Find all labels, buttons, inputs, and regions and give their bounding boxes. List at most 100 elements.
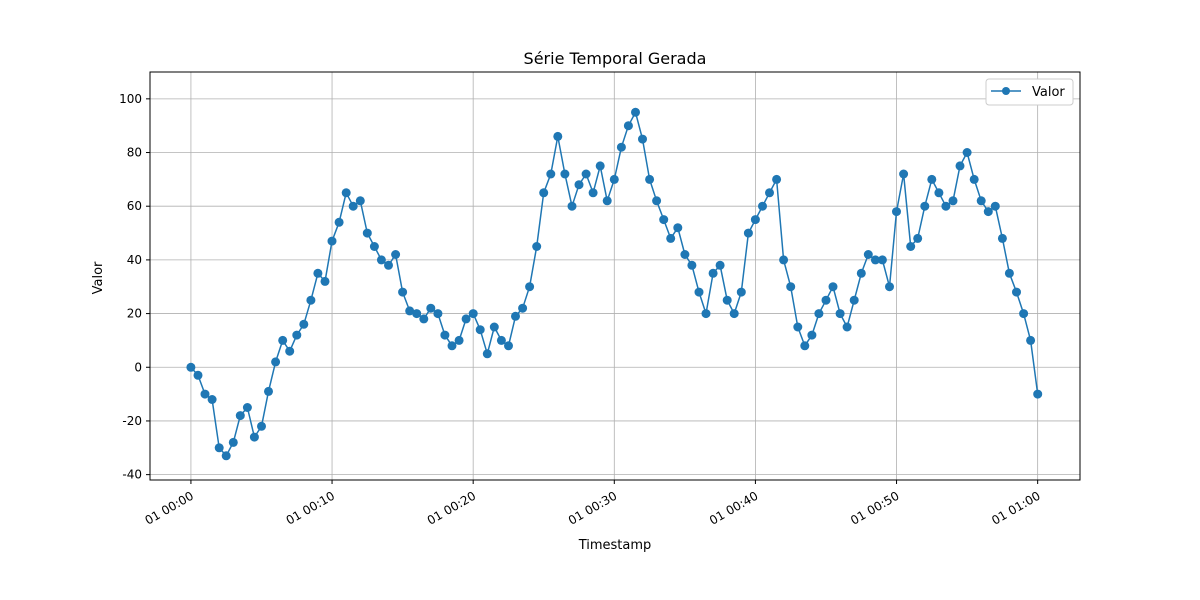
data-point bbox=[602, 196, 612, 206]
y-tick-label: 60 bbox=[127, 199, 142, 213]
data-point bbox=[588, 188, 598, 198]
data-point bbox=[327, 236, 337, 246]
data-point bbox=[694, 287, 704, 297]
data-point bbox=[934, 188, 944, 198]
data-point bbox=[468, 309, 478, 319]
data-point bbox=[482, 349, 492, 359]
data-point bbox=[553, 131, 563, 141]
y-tick-label: 40 bbox=[127, 253, 142, 267]
data-point bbox=[186, 362, 196, 372]
data-point bbox=[285, 346, 295, 356]
data-point bbox=[793, 322, 803, 332]
data-point bbox=[207, 395, 217, 404]
legend-label: Valor bbox=[1032, 85, 1065, 100]
data-point bbox=[292, 330, 302, 340]
y-axis-label: Valor bbox=[91, 261, 106, 294]
data-point bbox=[574, 180, 584, 190]
data-point bbox=[313, 268, 323, 278]
data-point bbox=[885, 282, 894, 292]
data-point bbox=[546, 169, 556, 179]
data-point bbox=[539, 188, 549, 198]
data-point bbox=[348, 201, 358, 211]
data-point bbox=[320, 276, 330, 286]
data-point bbox=[609, 174, 619, 184]
data-point bbox=[496, 335, 506, 345]
data-point bbox=[511, 311, 520, 321]
data-point bbox=[278, 335, 288, 345]
data-point bbox=[384, 260, 393, 270]
data-point bbox=[877, 255, 887, 265]
data-point bbox=[842, 322, 852, 332]
data-point bbox=[948, 196, 958, 206]
data-point bbox=[631, 107, 640, 117]
data-point bbox=[659, 215, 669, 225]
data-point bbox=[976, 196, 986, 206]
data-point bbox=[807, 330, 817, 340]
data-point bbox=[475, 325, 485, 335]
data-point bbox=[306, 295, 316, 305]
data-point bbox=[1033, 389, 1043, 399]
data-point bbox=[299, 319, 309, 329]
data-point bbox=[758, 201, 767, 211]
data-point bbox=[581, 169, 591, 179]
data-point bbox=[913, 233, 923, 243]
data-point bbox=[567, 201, 577, 211]
data-point bbox=[334, 217, 344, 227]
data-point bbox=[786, 282, 796, 292]
data-point bbox=[249, 432, 259, 442]
data-point bbox=[532, 242, 542, 251]
data-point bbox=[800, 341, 810, 351]
data-point bbox=[362, 228, 372, 238]
data-point bbox=[525, 282, 535, 292]
data-point bbox=[828, 282, 838, 292]
data-point bbox=[743, 228, 753, 238]
data-point bbox=[849, 295, 859, 305]
data-point bbox=[927, 174, 937, 184]
data-point bbox=[983, 207, 993, 217]
y-axis: -40 -20 0 20 40 60 80 100 bbox=[119, 92, 150, 482]
data-point bbox=[412, 309, 422, 319]
data-point bbox=[920, 201, 930, 211]
data-point bbox=[257, 421, 266, 431]
data-point bbox=[623, 121, 633, 131]
data-point bbox=[779, 255, 789, 265]
data-point bbox=[228, 437, 238, 447]
data-point bbox=[722, 295, 732, 305]
data-point bbox=[391, 250, 401, 259]
data-point bbox=[892, 207, 901, 217]
data-point bbox=[997, 233, 1007, 243]
data-point bbox=[870, 255, 880, 265]
data-point bbox=[518, 303, 528, 313]
y-tick-label: -40 bbox=[122, 468, 142, 482]
data-point bbox=[955, 161, 965, 171]
data-point bbox=[433, 309, 443, 319]
data-point bbox=[772, 174, 782, 184]
data-point bbox=[447, 341, 457, 351]
data-point bbox=[419, 314, 429, 324]
data-point bbox=[814, 309, 824, 319]
legend-box bbox=[985, 78, 1074, 106]
data-point bbox=[426, 303, 436, 313]
data-point bbox=[264, 386, 273, 396]
data-point bbox=[750, 215, 760, 225]
grid-lines bbox=[150, 72, 1080, 480]
chart-title: Série Temporal Gerada bbox=[524, 49, 707, 68]
data-point bbox=[673, 223, 683, 233]
data-point bbox=[666, 233, 676, 243]
data-point bbox=[616, 142, 626, 152]
data-point bbox=[504, 341, 513, 351]
y-tick-label: 0 bbox=[134, 360, 142, 374]
data-point bbox=[687, 260, 697, 270]
data-point bbox=[638, 134, 647, 144]
data-point bbox=[454, 335, 464, 345]
data-point bbox=[271, 357, 281, 367]
data-point bbox=[1012, 287, 1021, 297]
data-point bbox=[595, 161, 605, 171]
y-tick-label: 100 bbox=[119, 92, 142, 106]
data-point bbox=[708, 268, 718, 278]
data-point bbox=[962, 148, 972, 157]
data-point bbox=[200, 389, 210, 399]
y-tick-label: 80 bbox=[127, 146, 142, 160]
data-point bbox=[645, 174, 655, 184]
